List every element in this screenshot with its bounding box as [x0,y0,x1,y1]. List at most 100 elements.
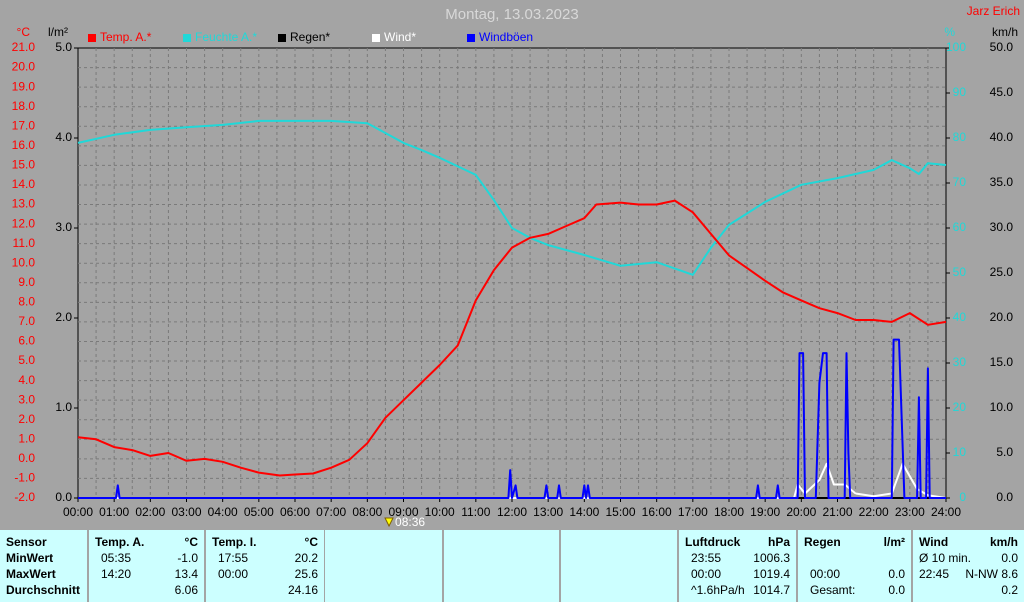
y-axis-unit: °C [17,25,31,39]
y-tick-label: 0.0 [18,451,35,465]
wind-tick-label: 35.0 [990,175,1014,189]
y-tick-label: 7.0 [18,314,35,328]
rain-tick-label: 4.0 [55,130,72,144]
y2-tick-label: 10 [953,445,967,459]
wind-tick-label: 20.0 [990,310,1014,324]
x-tick-label: 02:00 [135,505,165,519]
rain-tick-label: 3.0 [55,220,72,234]
cell-value: 0.0 [888,567,905,581]
x-tick-label: 03:00 [171,505,201,519]
legend-label: Wind* [384,30,416,44]
empty-panel [325,530,442,602]
x-tick-label: 19:00 [750,505,780,519]
group-unit: l/m² [884,535,905,549]
chart-title: Montag, 13.03.2023 [445,6,578,23]
y2-tick-label: 0 [959,490,966,504]
series-line [77,119,947,276]
y-tick-label: 17.0 [12,118,36,132]
empty-panel [561,530,677,602]
y-tick-label: -1.0 [14,471,35,485]
legend-swatch [372,34,380,42]
x-tick-label: 01:00 [99,505,129,519]
x-tick-label: 18:00 [714,505,744,519]
y2-tick-label: 100 [946,40,966,54]
wind-tick-label: 50.0 [990,40,1014,54]
legend-label: Windböen [479,30,533,44]
x-tick-label: 22:00 [859,505,889,519]
group-title: Wind [919,535,948,549]
wind-axis-unit: km/h [992,25,1018,39]
cell-value: 1014.7 [753,583,790,597]
y2-tick-label: 90 [953,85,967,99]
y-tick-label: 6.0 [18,334,35,348]
y2-tick-label: 60 [953,220,967,234]
y-tick-label: 4.0 [18,373,35,387]
y-tick-label: 16.0 [12,138,36,152]
y2-tick-label: 50 [953,265,967,279]
group-unit: km/h [990,535,1018,549]
wind-tick-label: 0.0 [996,490,1013,504]
y2-axis-unit: % [944,25,955,39]
table-cell [206,530,324,602]
x-tick-label: 08:00 [352,505,382,519]
legend-label: Feuchte A.* [195,30,257,44]
time-marker-label: 08:36 [395,515,425,529]
y-tick-label: 5.0 [18,353,35,367]
rain-tick-label: 1.0 [55,400,72,414]
y-tick-label: 12.0 [12,216,36,230]
x-tick-label: 09:00 [388,505,418,519]
rain-tick-label: 0.0 [55,490,72,504]
group-unit: °C [185,535,199,549]
y-tick-label: -2.0 [14,490,35,504]
legend-swatch [278,34,286,42]
y-tick-label: 2.0 [18,412,35,426]
y2-tick-label: 80 [953,130,967,144]
wind-tick-label: 5.0 [996,445,1013,459]
wind-tick-label: 15.0 [990,355,1014,369]
wind-tick-label: 40.0 [990,130,1014,144]
y2-tick-label: 20 [953,400,967,414]
cell-value: N-NW 8.6 [965,567,1018,581]
y-tick-label: 10.0 [12,255,36,269]
y-tick-label: 20.0 [12,60,36,74]
x-tick-label: 11:00 [461,505,490,519]
table-cell [798,530,911,602]
cell-time: ^1.6hPa/h [691,583,745,597]
cell-value: 24.16 [288,583,318,597]
y-tick-label: 8.0 [18,295,35,309]
x-tick-label: 17:00 [678,505,708,519]
series-line [77,199,947,477]
y-tick-label: 19.0 [12,79,36,93]
row-label: MaxWert [6,567,56,581]
cell-value: 1006.3 [753,551,790,565]
y-tick-label: 21.0 [12,40,36,54]
series-line [78,338,946,499]
wind-tick-label: 10.0 [990,400,1014,414]
cell-time: Gesamt: [810,583,855,597]
y-tick-label: 18.0 [12,99,36,113]
x-tick-label: 07:00 [316,505,346,519]
y-tick-label: 14.0 [12,177,36,191]
rain-axis-unit: l/m² [48,25,68,39]
wind-tick-label: 25.0 [990,265,1014,279]
rain-tick-label: 2.0 [55,310,72,324]
cell-value: -1.0 [177,551,198,565]
legend-swatch [467,34,475,42]
legend-label: Temp. A.* [100,30,152,44]
table-cell [0,530,87,602]
rain-tick-label: 5.0 [55,40,72,54]
x-tick-label: 05:00 [244,505,274,519]
cell-value: 0.0 [1001,551,1018,565]
author: Jarz Erich [967,4,1020,18]
time-marker [384,517,394,528]
legend-label: Regen* [290,30,330,44]
cell-time: 22:45 [919,567,949,581]
cell-time: 17:55 [218,551,248,565]
empty-panel [444,530,559,602]
cell-value: 0.2 [1001,583,1018,597]
row-label: Sensor [6,535,47,549]
cell-time: 00:00 [218,567,248,581]
cell-time: Ø 10 min. [919,551,971,565]
